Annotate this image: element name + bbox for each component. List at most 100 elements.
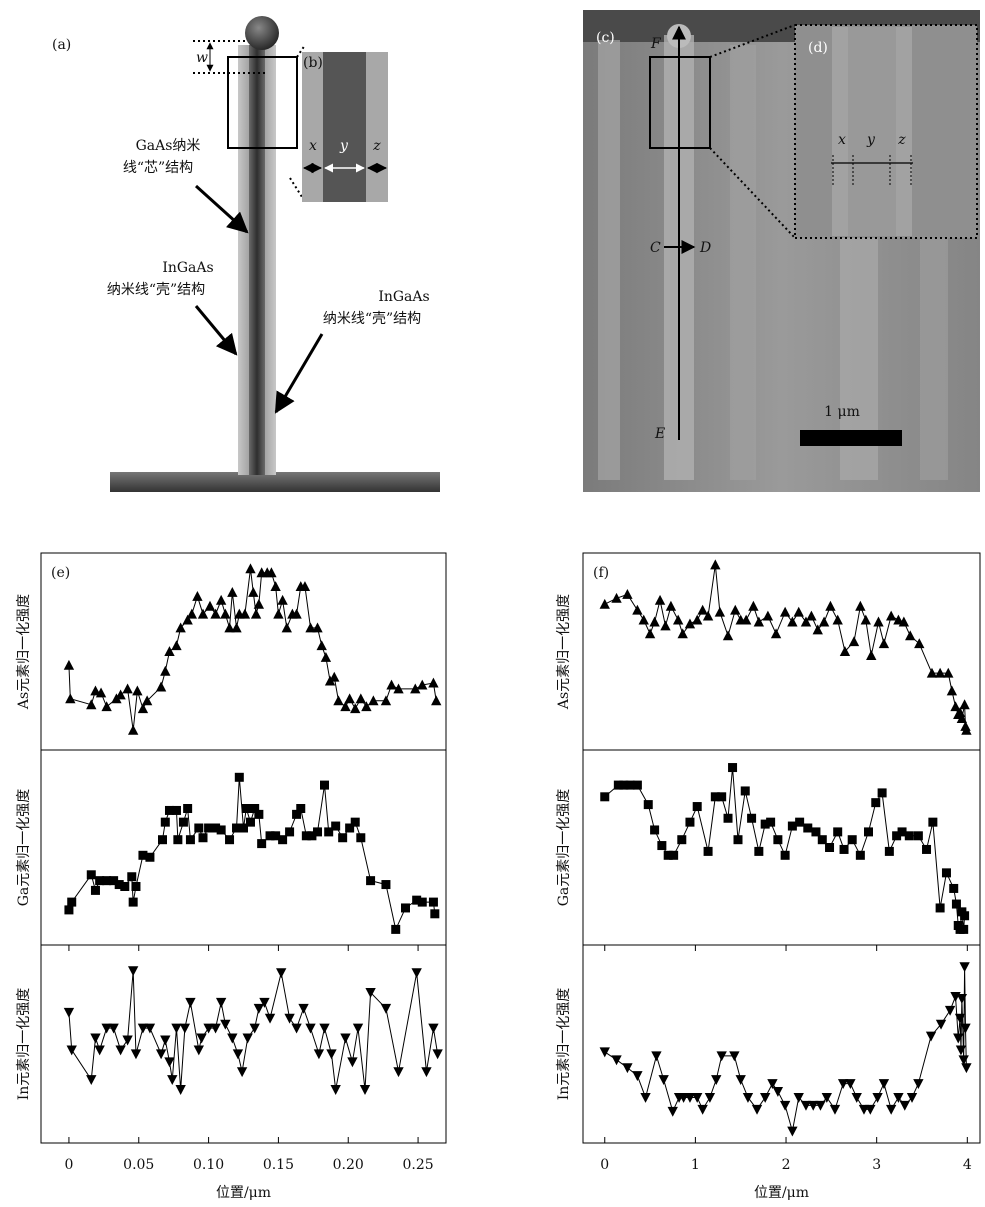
data-point [225, 835, 235, 845]
data-point [296, 804, 306, 813]
x-tick-label: 0.10 [193, 1157, 224, 1173]
data-point [885, 610, 897, 621]
data-point [64, 905, 74, 915]
data-point [922, 844, 932, 854]
data-point [253, 1003, 265, 1014]
data-point [860, 614, 871, 625]
data-point [160, 817, 170, 827]
data-point [277, 594, 288, 605]
data-point [120, 882, 130, 891]
data-point [430, 909, 440, 919]
x-tick-label: 0.25 [402, 1157, 433, 1173]
data-point [855, 850, 865, 860]
data-point [331, 821, 341, 831]
data-point [833, 827, 843, 837]
data-point [873, 616, 884, 627]
core [249, 45, 265, 475]
data-point [878, 638, 890, 649]
data-point [381, 880, 391, 890]
data-point [657, 841, 667, 851]
data-point [130, 1049, 142, 1060]
data-point [660, 620, 671, 631]
data-point [164, 805, 174, 815]
data-point [122, 683, 133, 694]
data-point [703, 846, 713, 856]
data-point [800, 1100, 812, 1111]
data-point [959, 699, 970, 710]
data-point [677, 835, 687, 845]
data-point [122, 1035, 133, 1046]
data-point [825, 600, 836, 611]
data-point [793, 1092, 804, 1103]
data-point [410, 683, 421, 694]
data-point [326, 1049, 337, 1060]
data-point [855, 600, 866, 611]
data-point [138, 850, 148, 860]
data-point [899, 1100, 910, 1111]
data-point [431, 695, 442, 706]
inset-label: (b) [303, 55, 323, 71]
data-point [259, 997, 270, 1008]
data-point [821, 1092, 832, 1103]
data-point [961, 724, 972, 735]
data-point [428, 897, 438, 907]
data-point [638, 614, 649, 625]
data-point [773, 835, 783, 845]
data-point [677, 628, 688, 639]
data-point [175, 622, 186, 633]
data-point [795, 817, 805, 827]
data-point [193, 1045, 204, 1056]
data-point [428, 1023, 439, 1034]
data-point [866, 650, 877, 660]
data-point [250, 608, 262, 619]
inset-shell [302, 52, 323, 202]
data-point [667, 1106, 678, 1117]
data-point [650, 825, 660, 835]
data-point [285, 827, 295, 837]
data-point [600, 792, 610, 802]
annotation: 纳米线“壳”结构 [107, 281, 205, 298]
data-point [197, 608, 209, 619]
data-point [66, 1045, 77, 1056]
zoom-line [709, 147, 796, 239]
data-point [86, 1075, 97, 1086]
data-point [767, 1079, 778, 1089]
data-point [102, 876, 112, 886]
data-point [742, 1092, 754, 1103]
x-tick-label: 2 [782, 1157, 791, 1173]
data-point [386, 679, 397, 690]
x-tick-label: 3 [872, 1157, 881, 1173]
data-point [273, 608, 284, 619]
data-point [885, 1104, 897, 1115]
data-point [291, 1023, 302, 1034]
plot-frame [40, 552, 447, 751]
data-point [803, 823, 813, 833]
data-point [684, 618, 696, 629]
data-point [333, 695, 344, 706]
inset-core [848, 27, 896, 236]
dim-label: z [372, 138, 381, 154]
data-point [108, 1023, 119, 1034]
data-point [175, 1085, 186, 1095]
data-point [352, 1023, 364, 1034]
data-point [658, 1075, 669, 1086]
data-point [692, 802, 702, 812]
substrate [110, 472, 440, 492]
annotation: InGaAs [162, 260, 213, 276]
data-point [160, 665, 171, 676]
data-point [872, 1092, 883, 1103]
point-label: C [650, 240, 661, 256]
dim-label: x [309, 138, 317, 154]
data-point [644, 628, 656, 639]
data-point [953, 1033, 964, 1044]
data-point [787, 821, 797, 831]
data-point [401, 903, 410, 913]
data-point [137, 1023, 149, 1034]
data-point [313, 827, 323, 837]
data-point [632, 1071, 643, 1082]
data-point [281, 622, 292, 633]
data-point [132, 685, 143, 696]
data-point [665, 600, 677, 611]
data-point [158, 835, 167, 845]
data-point [779, 1100, 791, 1111]
